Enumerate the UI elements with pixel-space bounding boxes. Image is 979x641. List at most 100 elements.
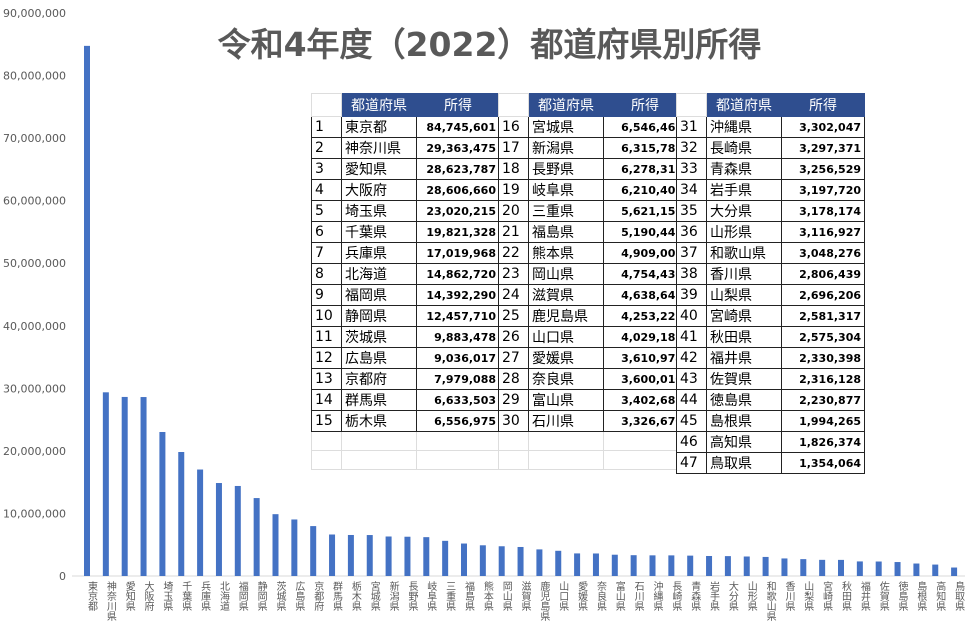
rank: 39 — [676, 284, 707, 306]
x-tick-label: 鹿児島県 — [538, 580, 550, 622]
bar — [875, 561, 882, 576]
rank: 26 — [498, 326, 529, 348]
bar — [838, 559, 844, 576]
bar — [724, 556, 731, 576]
prefecture-name: 愛媛県 — [528, 347, 604, 369]
bar — [574, 553, 581, 576]
income-value: 7,979,088 — [416, 368, 500, 390]
x-tick-label: 長野県 — [406, 581, 418, 612]
y-tick-label: 70,000,000 — [3, 132, 66, 145]
prefecture-name: 埼玉県 — [341, 200, 417, 222]
header-income: 所得 — [603, 93, 687, 117]
bar — [215, 483, 222, 576]
prefecture-name: 香川県 — [706, 263, 782, 285]
income-value: 3,402,682 — [603, 389, 687, 411]
income-value: 4,253,221 — [603, 305, 687, 327]
bar — [951, 567, 958, 576]
rank: 6 — [311, 221, 342, 243]
rank: 31 — [676, 116, 707, 138]
bar — [706, 555, 713, 576]
empty-cell — [311, 431, 342, 451]
header-income: 所得 — [781, 93, 865, 117]
table-row: 41 秋田県 2,575,304 — [676, 326, 865, 348]
table-row: 16 宮城県 6,546,469 — [498, 116, 687, 138]
prefecture-name: 大阪府 — [341, 179, 417, 201]
chart-title: 令和4年度（2022）都道府県別所得 — [217, 25, 762, 64]
income-value: 6,556,975 — [416, 410, 500, 432]
income-value: 12,457,710 — [416, 305, 500, 327]
table-row: 42 福井県 2,330,398 — [676, 347, 865, 369]
empty-cell — [341, 431, 417, 451]
income-value: 5,190,449 — [603, 221, 687, 243]
rank: 47 — [676, 452, 707, 474]
x-tick-label: 福島県 — [463, 580, 475, 612]
empty-cell — [416, 450, 500, 470]
prefecture-name: 茨城県 — [341, 326, 417, 348]
bar — [592, 553, 599, 576]
x-tick-label: 山形県 — [745, 581, 757, 612]
empty-cell — [341, 450, 417, 470]
income-value: 1,826,374 — [781, 431, 865, 453]
prefecture-name: 鳥取県 — [706, 452, 782, 474]
table-row: 4 大阪府 28,606,660 — [311, 179, 500, 201]
x-tick-label: 岩手県 — [708, 580, 720, 612]
rank: 14 — [311, 389, 342, 411]
table-row: 24 滋賀県 4,638,642 — [498, 284, 687, 306]
prefecture-name: 福島県 — [528, 221, 604, 243]
rank: 36 — [676, 221, 707, 243]
bar — [762, 556, 769, 576]
rank: 4 — [311, 179, 342, 201]
x-tick-label: 福岡県 — [236, 580, 248, 612]
bar — [423, 537, 430, 576]
prefecture-name: 長崎県 — [706, 137, 782, 159]
x-tick-label: 高知県 — [934, 580, 946, 612]
bar — [178, 452, 185, 576]
prefecture-name: 滋賀県 — [528, 284, 604, 306]
rank: 13 — [311, 368, 342, 390]
rank: 1 — [311, 116, 342, 138]
bar — [234, 485, 241, 576]
table-row: 18 長野県 6,278,318 — [498, 158, 687, 180]
income-value: 3,302,047 — [781, 116, 865, 138]
table-row: 37 和歌山県 3,048,276 — [676, 242, 865, 264]
table-row: 21 福島県 5,190,449 — [498, 221, 687, 243]
table-row: 39 山梨県 2,696,206 — [676, 284, 865, 306]
income-value: 2,581,317 — [781, 305, 865, 327]
table-row: 25 鹿児島県 4,253,221 — [498, 305, 687, 327]
prefecture-name: 福井県 — [706, 347, 782, 369]
prefecture-name: 静岡県 — [341, 305, 417, 327]
income-value: 6,633,503 — [416, 389, 500, 411]
bar — [102, 392, 109, 576]
income-value: 3,326,670 — [603, 410, 687, 432]
income-value: 1,994,265 — [781, 410, 865, 432]
header-prefecture: 都道府県 — [341, 93, 417, 117]
bar — [781, 558, 788, 576]
income-value: 2,230,877 — [781, 389, 865, 411]
income-value: 29,363,475 — [416, 137, 500, 159]
x-tick-label: 福井県 — [858, 580, 870, 612]
x-tick-label: 秋田県 — [840, 580, 852, 612]
prefecture-name: 高知県 — [706, 431, 782, 453]
table-row: 29 富山県 3,402,682 — [498, 389, 687, 411]
bar — [291, 519, 298, 576]
prefecture-name: 北海道 — [341, 263, 417, 285]
x-tick-label: 奈良県 — [594, 580, 606, 612]
rank: 24 — [498, 284, 529, 306]
income-value: 3,197,720 — [781, 179, 865, 201]
ranking-table: 都道府県 所得 16 宮城県 6,546,469 17 新潟県 6,315,785 18 長野県 6… — [498, 93, 687, 470]
table-row — [498, 450, 687, 470]
income-value: 9,036,017 — [416, 347, 500, 369]
table-row: 38 香川県 2,806,439 — [676, 263, 865, 285]
rank: 33 — [676, 158, 707, 180]
x-tick-label: 千葉県 — [180, 581, 192, 612]
table-row: 44 徳島県 2,230,877 — [676, 389, 865, 411]
table-row: 20 三重県 5,621,150 — [498, 200, 687, 222]
income-value: 14,392,290 — [416, 284, 500, 306]
bar — [668, 555, 675, 576]
prefecture-name: 岐阜県 — [528, 179, 604, 201]
table-row: 6 千葉県 19,821,328 — [311, 221, 500, 243]
empty-cell — [603, 431, 687, 451]
bar — [819, 559, 826, 576]
income-value: 4,029,183 — [603, 326, 687, 348]
